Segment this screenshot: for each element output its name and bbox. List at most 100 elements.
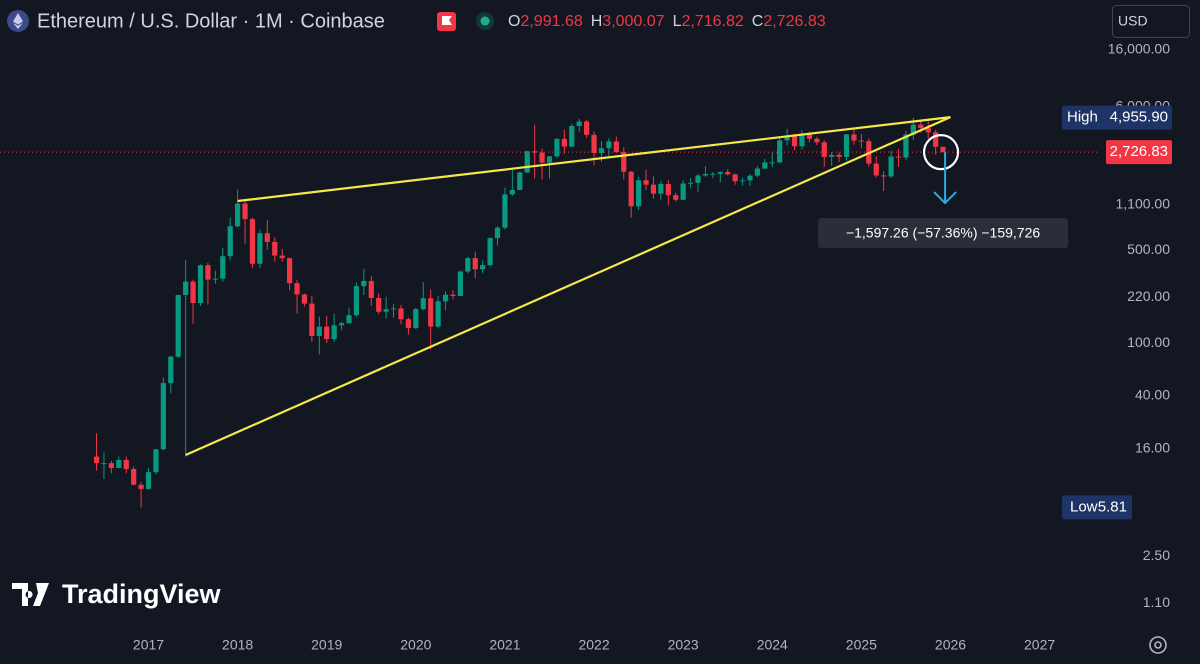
candle-body	[472, 258, 478, 270]
brand-name: TradingView	[62, 579, 222, 609]
candle-body	[346, 315, 352, 324]
candle-body	[450, 294, 456, 296]
candle-body	[851, 134, 857, 141]
y-tick-label: 1.10	[1143, 594, 1170, 610]
candle-body	[732, 174, 738, 182]
candle-body	[235, 203, 241, 227]
candle-body	[665, 183, 671, 196]
ohlc-key: L	[673, 13, 682, 30]
candle-body	[257, 233, 263, 264]
settings-button[interactable]	[1149, 636, 1167, 654]
candle-body	[836, 154, 842, 157]
candle-body	[279, 255, 285, 259]
x-tick-label: 2023	[668, 637, 699, 653]
candle-body	[673, 195, 679, 200]
candle-body	[739, 180, 746, 182]
currency-button[interactable]: USD	[1112, 5, 1190, 38]
candle-body	[160, 383, 166, 450]
trendline	[185, 116, 951, 456]
candle-body	[613, 141, 619, 153]
x-tick-label: 2022	[578, 637, 609, 653]
candle-body	[93, 456, 100, 464]
x-tick-label: 2021	[489, 637, 520, 653]
candle-body	[658, 183, 664, 194]
candle-body	[145, 472, 152, 489]
settings-icon[interactable]	[1149, 636, 1167, 654]
x-tick-label: 2019	[311, 637, 342, 653]
x-tick-label: 2017	[133, 637, 164, 653]
candle-body	[398, 308, 404, 320]
candle-body	[205, 265, 211, 280]
candle-body	[220, 256, 226, 279]
candle-body	[480, 265, 486, 270]
candle-body	[895, 156, 902, 158]
candle-body	[762, 162, 768, 169]
candle-body	[925, 127, 931, 133]
candle-body	[754, 168, 761, 176]
currency-button-frame[interactable]	[1112, 5, 1190, 38]
candle-body	[621, 152, 627, 172]
candle-body	[197, 265, 204, 304]
ohlc-value: 2,716.82	[681, 13, 743, 30]
candle-body	[784, 135, 790, 141]
candle-body	[153, 449, 159, 473]
candle-body	[546, 156, 553, 163]
y-tick-label: 40.00	[1135, 387, 1170, 403]
candle-body	[539, 152, 545, 163]
candle-body	[494, 227, 501, 239]
candle-body	[428, 298, 434, 327]
candle-body	[138, 484, 144, 489]
candle-body	[606, 141, 612, 149]
candle-body	[264, 233, 270, 242]
candle-body	[175, 294, 181, 357]
settings-icon-core[interactable]	[1154, 641, 1162, 649]
trendline	[237, 116, 951, 203]
candle-body	[331, 325, 337, 340]
candle-body	[806, 133, 812, 139]
candle-body	[710, 173, 716, 175]
candle-body	[249, 219, 256, 264]
candle-body	[650, 184, 657, 194]
ohlc-value: 2,991.68	[520, 13, 582, 30]
candle-body	[390, 308, 397, 310]
candle-body	[702, 173, 709, 176]
ohlc-value: 3,000.07	[602, 13, 664, 30]
ohlc-key: O	[508, 13, 520, 30]
candle-body	[910, 124, 916, 135]
low-badge	[1062, 495, 1132, 520]
candle-body	[502, 194, 508, 228]
candle-body	[687, 182, 694, 184]
candle-body	[517, 172, 523, 190]
candle-body	[190, 281, 196, 304]
y-tick-label: 16,000.00	[1108, 41, 1170, 57]
candle-body	[420, 298, 426, 310]
candle-body	[227, 226, 233, 257]
logo: TradingView	[12, 579, 222, 609]
highlight-circle	[922, 134, 960, 171]
currency-label[interactable]: USD	[1118, 13, 1148, 29]
candle-body	[636, 180, 642, 207]
candle-body	[918, 124, 924, 128]
candle-body	[725, 171, 731, 175]
overlay: −1,597.26 (−57.36%) −159,726	[185, 116, 1069, 456]
candle-body	[242, 203, 248, 220]
x-tick-label: 2027	[1024, 637, 1055, 653]
candle-body	[717, 171, 723, 174]
candle-body	[858, 140, 864, 142]
y-tick-label: 2.50	[1143, 547, 1170, 563]
high-badge	[1062, 105, 1172, 130]
high-badge-label: High	[1067, 109, 1098, 126]
candle-body	[829, 154, 835, 157]
candle-body	[272, 241, 278, 256]
candle-body	[368, 280, 374, 299]
candle-body	[116, 460, 122, 468]
candle-body	[591, 134, 597, 153]
candle-body	[309, 303, 315, 337]
candle-body	[294, 283, 300, 295]
y-tick-label: 220.00	[1127, 288, 1170, 304]
candle-body	[680, 183, 686, 200]
candle-body	[108, 463, 114, 468]
candle-body	[324, 326, 330, 340]
candle-body	[361, 280, 367, 287]
